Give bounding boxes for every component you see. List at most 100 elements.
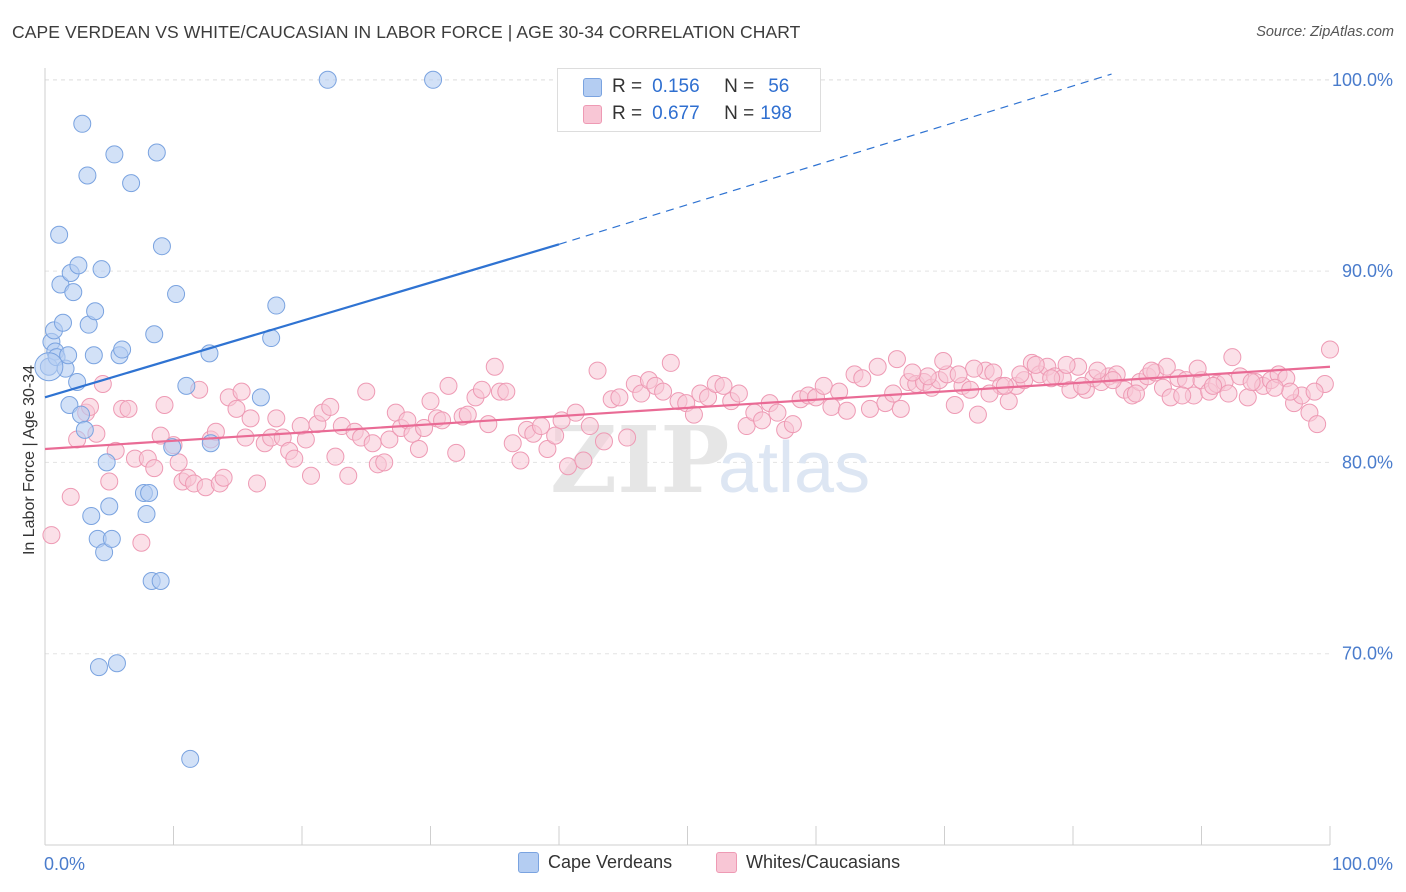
pink-point [814,376,833,395]
pink-point [610,388,629,407]
pink-point [714,376,733,395]
pink-point [232,382,251,401]
pink-point [654,382,673,401]
pink-point [918,367,937,386]
pink-point [447,443,466,462]
pink-point [409,440,428,459]
whites-caucasians-points [42,340,1339,552]
pink-point [227,399,246,418]
blue-point [140,484,159,503]
legend-label: Whites/Caucasians [746,852,901,872]
pink-point [439,376,458,395]
pink-point [339,466,358,485]
whites-caucasians-trend-line [44,365,1331,451]
y-tick-label: 90.0% [1342,261,1393,281]
pink-point [485,357,504,376]
pink-point [661,353,680,372]
pink-point [241,409,260,428]
n-value: 56 [768,76,790,97]
r-value: 0.677 [652,103,700,124]
legend-item-cape-verdeans: Cape Verdeans [518,852,672,873]
pink-point [1011,365,1030,384]
r-label: R = [612,76,643,97]
pink-point [1242,373,1261,392]
pink-point [1204,376,1223,395]
pink-point [1281,382,1300,401]
pink-point [753,411,772,430]
blue-point [177,376,196,395]
blue-point [137,505,156,524]
pink-point [301,466,320,485]
trend-lines [44,73,1331,451]
pink-point [984,363,1003,382]
blue-point [92,260,111,279]
pink-point [968,405,987,424]
blue-point [60,396,79,415]
blue-point [73,114,92,133]
pink-point [1126,384,1145,403]
pink-point [326,447,345,466]
pink-point [1238,388,1257,407]
pink-point [566,403,585,422]
blue-point [50,225,69,244]
pink-point [860,399,879,418]
pink-point [458,405,477,424]
legend-label: Cape Verdeans [548,852,673,872]
pink-point [100,472,119,491]
blue-point [105,145,124,164]
pink-point [768,403,787,422]
pink-point [1223,348,1242,367]
blue-swatch [518,852,539,873]
pink-point [783,415,802,434]
pink-point [61,487,80,506]
pink-point [853,369,872,388]
source-label: Source: ZipAtlas.com [1256,24,1394,40]
pink-point [285,449,304,468]
axes [44,68,1331,846]
pink-point [1188,359,1207,378]
pink-point [1042,369,1061,388]
y-axis-label: In Labor Force | Age 30-34 [21,365,38,555]
blue-point [53,313,72,332]
pink-point [999,392,1018,411]
pink-point [580,417,599,436]
cape-verdeans-points [34,70,443,768]
cape-verdeans-trend-extension [558,73,1112,245]
blue-point [267,296,286,315]
pink-point [949,365,968,384]
pink-point [321,397,340,416]
pink-point [214,468,233,487]
pink-point [296,430,315,449]
pink-point [248,474,267,493]
blue-point [89,658,108,677]
blue-point [95,543,114,562]
blue-point [69,256,88,275]
n-value: 198 [760,103,792,124]
y-tick-label: 100.0% [1332,70,1393,90]
blue-point [424,70,443,89]
pink-point [903,363,922,382]
legend-row-cape-verdeans: R = 0.156 N = 56 [583,75,789,99]
pink-point [1305,382,1324,401]
blue-point [113,340,132,359]
legend-row-whites-caucasians: R = 0.677 N = 198 [583,102,792,126]
blue-point [163,438,182,457]
pink-point [169,453,188,472]
n-label: N = [724,76,755,97]
blue-point [84,346,103,365]
r-label: R = [612,103,643,124]
pink-point [546,426,565,445]
blue-point [86,302,105,321]
pink-point [479,415,498,434]
grid-lines [45,79,1330,655]
pink-point [594,432,613,451]
blue-point [75,420,94,439]
pink-point [684,405,703,424]
legend-item-whites-caucasians: Whites/Caucasians [716,852,900,873]
blue-point [102,529,121,548]
x-tick-label: 100.0% [1332,854,1393,874]
pink-swatch [583,104,602,124]
y-tick-label: 80.0% [1342,452,1393,472]
blue-point [71,405,90,424]
